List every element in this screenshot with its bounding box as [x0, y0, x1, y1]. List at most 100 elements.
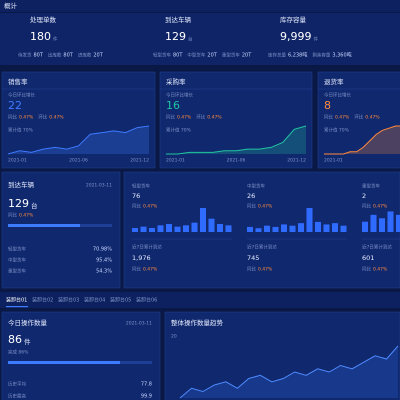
tab[interactable]: 装卸台02 [32, 297, 53, 304]
yoy-label: 同比 [362, 266, 371, 273]
bar [340, 225, 347, 232]
item-value: 70.98% [93, 247, 112, 253]
summary-label: 到达车辆 [165, 15, 192, 24]
tab[interactable]: 装卸台06 [136, 297, 157, 304]
yoy-label: 同比 [362, 203, 371, 210]
tab[interactable]: 装卸台04 [84, 297, 105, 304]
yoy: 0.47% [143, 267, 158, 273]
detail-value: 6,238吨 [288, 52, 307, 59]
date-label: 2021-01 [324, 158, 343, 164]
tab[interactable]: 装卸台03 [58, 297, 79, 304]
bar [166, 224, 172, 232]
yoy: 0.47% [177, 115, 192, 121]
trend-area [324, 126, 400, 154]
tab[interactable]: 装卸台01 [6, 297, 27, 304]
detail-value: 80T [63, 53, 73, 59]
mom-label: 环比 [196, 114, 205, 121]
trend-area [180, 346, 398, 398]
card-title: 今日操作数量 [8, 318, 48, 327]
bar [281, 224, 287, 232]
card-title: 采购率 [166, 77, 186, 86]
op-unit: 件 [24, 337, 31, 346]
bar [315, 221, 321, 232]
item-label: 中型货车 [8, 257, 26, 264]
detail-label: 重型货车 [222, 52, 240, 59]
bar [191, 222, 198, 232]
bar [379, 218, 385, 232]
card [159, 71, 313, 169]
bar [306, 208, 313, 232]
summary-value: 9,999 [280, 30, 312, 43]
detail-value: 3,360吨 [332, 52, 351, 59]
total: 累计值 70% [166, 127, 192, 134]
card [164, 311, 400, 400]
detail-value: 80T [34, 53, 44, 59]
tab-bar [0, 292, 400, 308]
yoy: 0.47% [373, 267, 388, 273]
bar [362, 221, 368, 232]
summary-unit: 件 [314, 36, 319, 43]
trend-line [166, 125, 307, 155]
type-value: 76 [132, 192, 140, 200]
trend-area [166, 126, 306, 154]
week-label: 近7日累计到达 [247, 244, 277, 251]
summary-value: 129 [165, 30, 186, 43]
summary-value: 180 [30, 30, 51, 43]
op-value: 86 [8, 333, 22, 346]
bar [149, 228, 155, 232]
yoy-label: 同比 [247, 203, 256, 210]
card [317, 71, 400, 169]
caption: 今日环比增长 [324, 92, 351, 99]
yoy: 0.47% [19, 115, 34, 121]
week-value: 601 [362, 254, 374, 262]
yoy-label: 同比 [132, 266, 141, 273]
yoy-label: 同比 [324, 114, 333, 121]
bar [183, 225, 189, 232]
bar [272, 226, 279, 232]
date-label: 2021-06 [69, 158, 88, 164]
week-value: 1,976 [132, 254, 151, 262]
summary-panel [0, 13, 400, 65]
card [1, 311, 161, 400]
rate-value: 8 [324, 99, 331, 112]
yoy: 0.47% [373, 204, 388, 210]
yoy: 0.47% [258, 204, 273, 210]
yoy-label: 同比 [8, 212, 17, 219]
progress-fill [8, 224, 80, 227]
type-label: 中型货车 [247, 183, 265, 190]
summary-label: 库存容量 [280, 15, 307, 24]
trend-area [8, 126, 149, 154]
bar [217, 224, 223, 232]
card-title: 退货率 [324, 77, 344, 86]
mom-label: 环比 [354, 114, 363, 121]
detail-value: 20T [207, 53, 217, 59]
detail-value: 80T [173, 53, 183, 59]
type-label: 重型货车 [362, 183, 380, 190]
date-label: 2021-06 [227, 158, 246, 164]
progress-fill [8, 361, 120, 364]
item-value: 54.3% [96, 269, 112, 275]
tab[interactable]: 装卸台05 [110, 297, 131, 304]
done: 完成 86% [8, 349, 29, 356]
trend-line [324, 125, 400, 155]
total: 累计值 70% [324, 127, 350, 134]
detail-value: 20T [93, 53, 103, 59]
detail-label: 待发货 [18, 52, 32, 59]
date-label: 2021-01 [8, 158, 27, 164]
bar [289, 225, 296, 232]
bar [332, 223, 338, 232]
detail-label: 出库数 [48, 52, 62, 59]
week-label: 近7日累计到达 [362, 244, 392, 251]
header-title: 概计 [4, 1, 18, 10]
yoy: 0.47% [258, 267, 273, 273]
date-label: 2021-12 [130, 158, 149, 164]
bar [255, 228, 262, 232]
caption: 今日环比增长 [8, 92, 35, 99]
trend-line [179, 345, 399, 399]
bar [132, 228, 138, 232]
mom-label: 环比 [38, 114, 47, 121]
rate-value: 16 [166, 99, 180, 112]
card-title: 到达车辆 [8, 180, 35, 189]
item-label: 重型货车 [8, 268, 26, 275]
bar [157, 225, 164, 232]
